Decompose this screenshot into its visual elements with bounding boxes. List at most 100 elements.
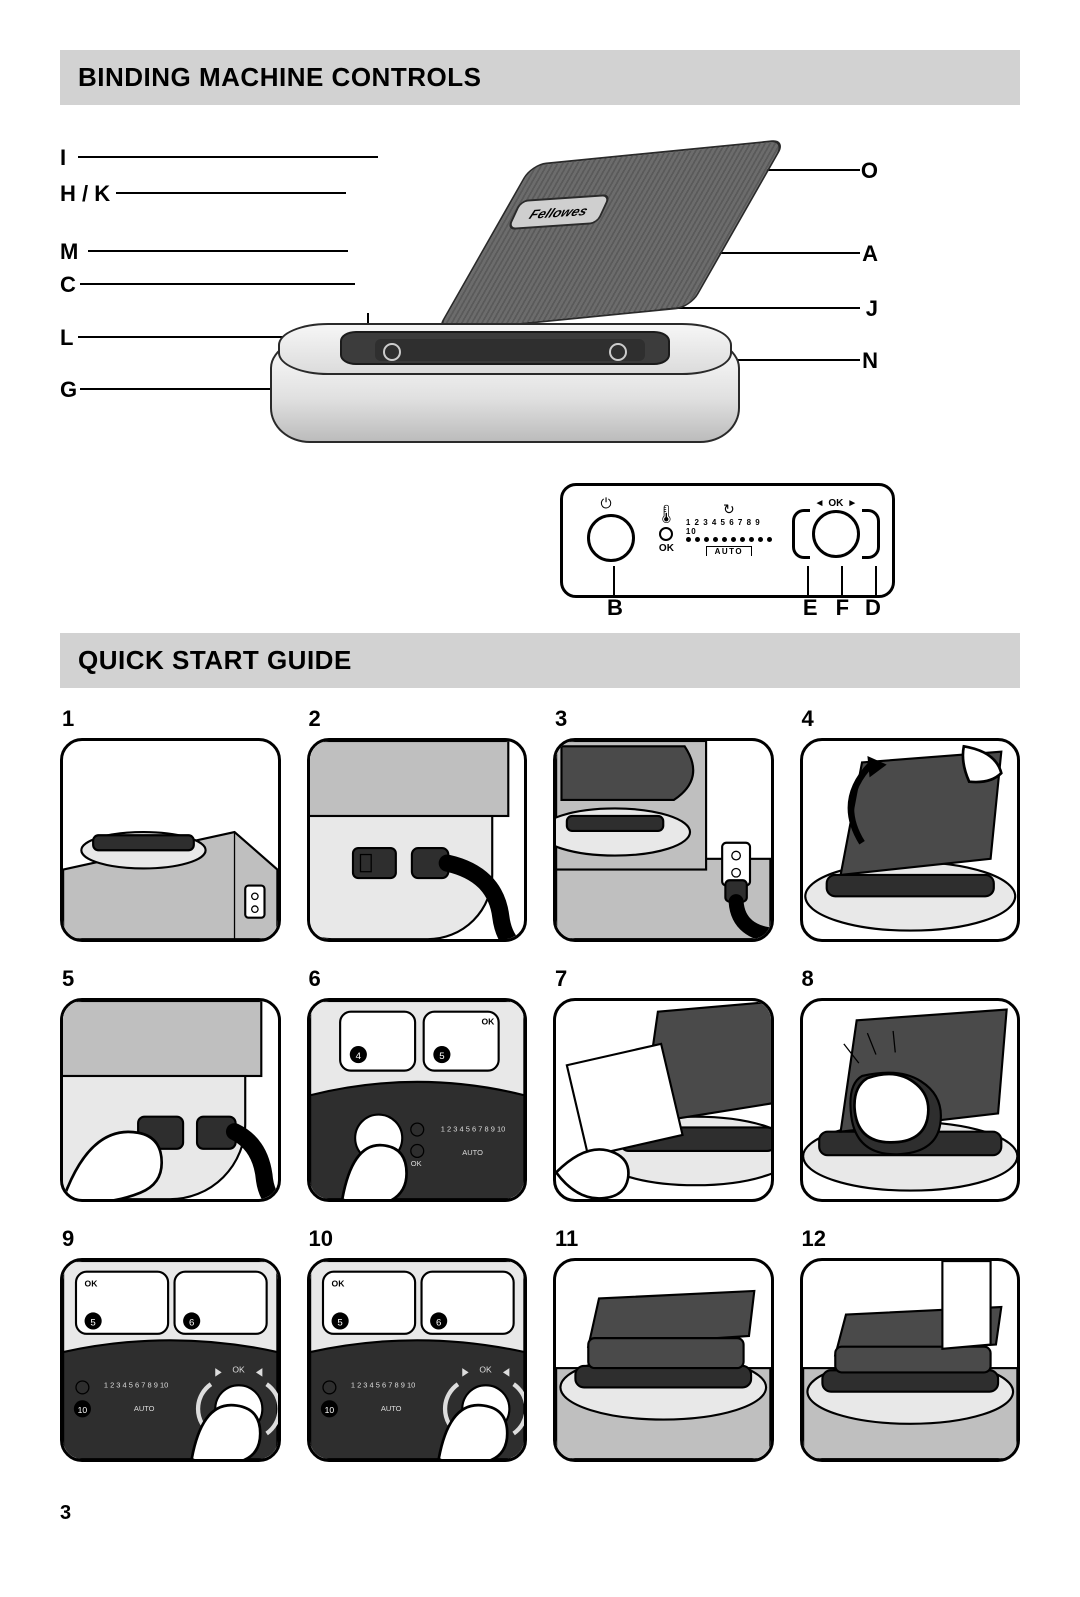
- qs-frame-10: OK 5 6 10 1 2 3 4 5 6 7 8 9 10 AUTO OK: [307, 1258, 528, 1462]
- qs-step-1: 1: [60, 706, 281, 942]
- ok-tiny: OK: [481, 1017, 495, 1027]
- tri-right-icon: ►: [847, 498, 857, 509]
- qs-num-6: 6: [307, 966, 528, 992]
- qs-num-1: 1: [60, 706, 281, 732]
- panel-label-F: F: [836, 595, 849, 621]
- circ4: 4: [355, 1051, 361, 1062]
- qs-step-4: 4: [800, 706, 1021, 942]
- auto-b: AUTO: [380, 1404, 401, 1413]
- panel-under-labels: B E F D: [563, 595, 892, 621]
- qs-illus-open-lid: [803, 741, 1018, 939]
- section-header-controls: BINDING MACHINE CONTROLS: [60, 50, 1020, 105]
- tiny-nums: 1 2 3 4 5 6 7 8 9 10: [440, 1125, 505, 1134]
- label-G: G: [60, 377, 77, 403]
- qs-num-12: 12: [800, 1226, 1021, 1252]
- label-O: O: [861, 158, 878, 184]
- qs-num-5: 5: [60, 966, 281, 992]
- qs-step-10: 10 OK 5 6 10 1 2 3 4 5 6 7 8 9 10 AUTO O…: [307, 1226, 528, 1462]
- panel-dots: [686, 537, 772, 542]
- controls-diagram: I H / K M C L G O A J N Fellowes ⏻: [60, 123, 1020, 613]
- qs-illus-power-switch: [63, 1001, 278, 1199]
- selector-knob: [812, 510, 860, 558]
- panel-numbers: 1 2 3 4 5 6 7 8 9 10: [686, 518, 772, 536]
- qs-num-4: 4: [800, 706, 1021, 732]
- ok-a: OK: [85, 1279, 99, 1289]
- qs-num-10: 10: [307, 1226, 528, 1252]
- qs-step-2: 2: [307, 706, 528, 942]
- panel-leader-B: [613, 566, 615, 596]
- machine-lid: [435, 139, 787, 333]
- label-HK: H / K: [60, 181, 110, 207]
- panel-leader-D: [875, 566, 877, 596]
- qs-illus-plug-back: [310, 741, 525, 939]
- qs-illus-wall-outlet: [556, 741, 771, 939]
- qs-illus-turn-dial-a: OK 5 6 10 1 2 3 4 5 6 7 8 9 10 AUTO OK: [63, 1261, 278, 1459]
- qs-illus-placement: [63, 741, 278, 939]
- panel-label-B: B: [607, 595, 623, 621]
- qs-frame-6: 4 5 OK 1 2 3 4 5 6 7 8 9 10 AUTO OK: [307, 998, 528, 1202]
- c6: 6: [189, 1318, 194, 1329]
- qs-step-3: 3: [553, 706, 774, 942]
- label-A: A: [862, 241, 878, 267]
- qs-illus-remove-doc: [803, 1261, 1018, 1459]
- qs-illus-turn-dial-b: OK 5 6 10 1 2 3 4 5 6 7 8 9 10 AUTO OK: [310, 1261, 525, 1459]
- qs-step-5: 5: [60, 966, 281, 1202]
- qs-frame-8: [800, 998, 1021, 1202]
- selector-arc-left: [792, 509, 810, 559]
- panel-leader-E: [807, 566, 809, 596]
- power-icon: ⏻: [600, 495, 611, 512]
- label-I: I: [60, 145, 66, 171]
- section-header-quickstart: QUICK START GUIDE: [60, 633, 1020, 688]
- qs-step-6: 6 4 5 OK 1 2 3 4 5 6 7 8 9 10 AUTO OK: [307, 966, 528, 1202]
- qs-illus-press-power: 4 5 OK 1 2 3 4 5 6 7 8 9 10 AUTO OK: [310, 1001, 525, 1199]
- c6b: 6: [435, 1318, 440, 1329]
- qs-frame-9: OK 5 6 10 1 2 3 4 5 6 7 8 9 10 AUTO OK: [60, 1258, 281, 1462]
- panel-label-D: D: [865, 595, 881, 621]
- tri-left-icon: ◄: [814, 498, 824, 509]
- selector-arc-right: [862, 509, 880, 559]
- qs-step-12: 12: [800, 1226, 1021, 1462]
- qs-illus-tap-doc: [803, 1001, 1018, 1199]
- auto-text: AUTO: [706, 546, 753, 556]
- label-M: M: [60, 239, 78, 265]
- ok-b: OK: [232, 1365, 245, 1375]
- circ5: 5: [439, 1051, 444, 1062]
- ok-c: OK: [331, 1279, 345, 1289]
- qs-num-3: 3: [553, 706, 774, 732]
- c5b: 5: [337, 1318, 342, 1329]
- nums-b: 1 2 3 4 5 6 7 8 9 10: [350, 1381, 415, 1390]
- qs-num-7: 7: [553, 966, 774, 992]
- quick-start-grid: 1 2 3: [60, 706, 1020, 1462]
- label-C: C: [60, 272, 76, 298]
- page-number: 3: [60, 1502, 1020, 1525]
- qs-illus-insert-doc: [556, 1001, 771, 1199]
- qs-frame-3: [553, 738, 774, 942]
- thermometer-icon: 🌡: [655, 504, 678, 525]
- qs-num-8: 8: [800, 966, 1021, 992]
- tiny-ok: OK: [410, 1159, 421, 1168]
- small-led: [659, 527, 673, 541]
- machine-panel: [375, 339, 645, 361]
- cycle-icon: ↻: [723, 501, 735, 518]
- panel-leader-F: [841, 566, 843, 596]
- power-knob: [587, 514, 635, 562]
- qs-frame-7: [553, 998, 774, 1202]
- nums-a: 1 2 3 4 5 6 7 8 9 10: [104, 1381, 169, 1390]
- qs-frame-4: [800, 738, 1021, 942]
- ok-top-text: OK: [828, 498, 843, 509]
- qs-frame-5: [60, 998, 281, 1202]
- qs-num-11: 11: [553, 1226, 774, 1252]
- control-panel-callout: ⏻ 🌡 OK ↻ 1 2 3 4 5 6 7 8 9 10 AUTO: [560, 483, 895, 598]
- ok-left-text: OK: [659, 543, 674, 554]
- qs-frame-11: [553, 1258, 774, 1462]
- panel-label-E: E: [803, 595, 818, 621]
- auto-a: AUTO: [134, 1404, 155, 1413]
- ok-d: OK: [479, 1365, 492, 1375]
- qs-frame-1: [60, 738, 281, 942]
- c5: 5: [90, 1318, 95, 1329]
- qs-step-11: 11: [553, 1226, 774, 1462]
- qs-step-7: 7: [553, 966, 774, 1202]
- leader-I: [78, 156, 378, 158]
- label-J: J: [866, 296, 878, 322]
- qs-frame-12: [800, 1258, 1021, 1462]
